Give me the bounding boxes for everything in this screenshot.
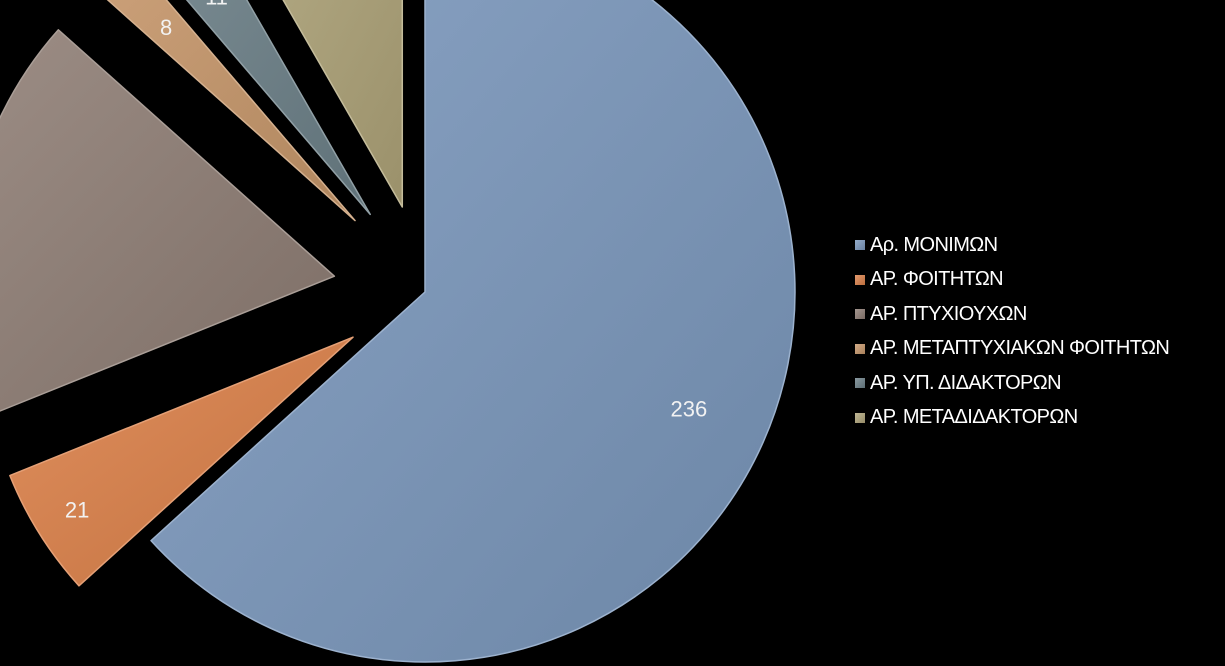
pie-slice-5 — [282, 0, 404, 208]
pie-slice-2 — [0, 29, 336, 412]
pie-slice-4 — [185, 0, 371, 216]
pie-slice-0 — [150, 0, 796, 663]
legend-swatch-2 — [855, 309, 865, 320]
legend-label-5: ΑΡ. ΜΕΤΑΔΙΔΑΚΤΟΡΩΝ — [870, 406, 1078, 429]
pie-slice-3 — [106, 0, 356, 222]
legend-label-0: Αρ. ΜΟΝΙΜΩΝ — [870, 233, 998, 256]
data-label-0: 236 — [671, 396, 708, 421]
pie-slice-1 — [9, 336, 354, 587]
legend-swatch-1 — [855, 274, 865, 285]
data-label-3: 8 — [160, 15, 172, 40]
legend-item-1: ΑΡ. ΦΟΙΤΗΤΩΝ — [855, 263, 1225, 298]
legend-label-1: ΑΡ. ΦΟΙΤΗΤΩΝ — [870, 268, 1004, 291]
legend-swatch-3 — [855, 343, 865, 354]
legend-label-3: ΑΡ. ΜΕΤΑΠΤΥΧΙΑΚΩΝ ΦΟΙΤΗΤΩΝ — [870, 337, 1170, 360]
legend-item-5: ΑΡ. ΜΕΤΑΔΙΔΑΚΤΟΡΩΝ — [855, 401, 1225, 436]
legend-swatch-5 — [855, 412, 865, 423]
legend-item-3: ΑΡ. ΜΕΤΑΠΤΥΧΙΑΚΩΝ ΦΟΙΤΗΤΩΝ — [855, 332, 1225, 367]
data-label-4: 11 — [205, 0, 228, 9]
legend-item-4: ΑΡ. ΥΠ. ΔΙΔΑΚΤΟΡΩΝ — [855, 366, 1225, 401]
data-label-1: 21 — [65, 498, 89, 523]
legend-label-2: ΑΡ. ΠΤΥΧΙΟΥΧΩΝ — [870, 302, 1027, 325]
legend-swatch-4 — [855, 378, 865, 389]
chart-legend: Αρ. ΜΟΝΙΜΩΝ ΑΡ. ΦΟΙΤΗΤΩΝ ΑΡ. ΠΤΥΧΙΟΥΧΩΝ … — [855, 228, 1225, 435]
legend-item-2: ΑΡ. ΠΤΥΧΙΟΥΧΩΝ — [855, 297, 1225, 332]
legend-swatch-0 — [855, 240, 865, 251]
legend-label-4: ΑΡ. ΥΠ. ΔΙΔΑΚΤΟΡΩΝ — [870, 371, 1062, 394]
legend-item-0: Αρ. ΜΟΝΙΜΩΝ — [855, 228, 1225, 263]
